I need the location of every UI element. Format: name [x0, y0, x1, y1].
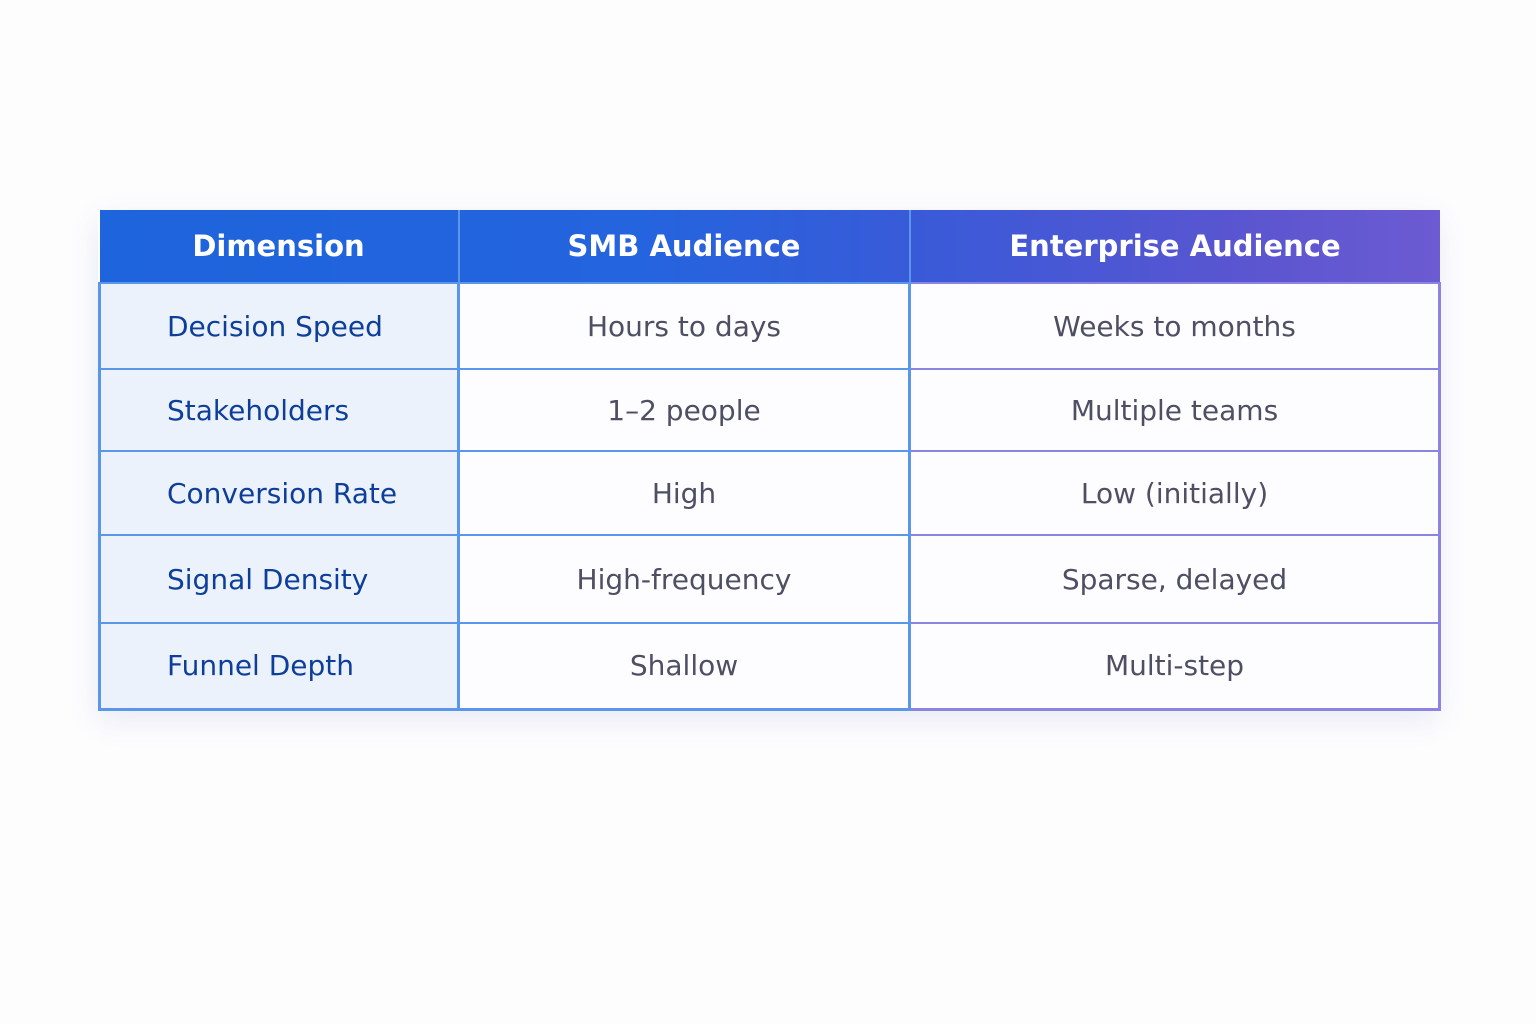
table-row: Signal Density High-frequency Sparse, de…: [98, 534, 1441, 623]
enterprise-cell: Weeks to months: [909, 282, 1441, 369]
enterprise-cell: Multiple teams: [909, 368, 1441, 451]
dimension-cell: Funnel Depth: [98, 622, 460, 711]
table-row: Conversion Rate High Low (initially): [98, 450, 1441, 535]
header-dimension: Dimension: [192, 229, 365, 263]
table-row: Decision Speed Hours to days Weeks to mo…: [98, 282, 1441, 369]
header-enterprise-audience: Enterprise Audience: [908, 210, 1440, 283]
enterprise-cell: Sparse, delayed: [909, 534, 1441, 623]
smb-cell: High-frequency: [458, 534, 911, 623]
dimension-cell: Signal Density: [98, 534, 460, 623]
smb-vs-enterprise-comparison-table: Dimension SMB Audience Enterprise Audien…: [98, 210, 1441, 711]
smb-cell: Shallow: [458, 622, 911, 711]
dimension-cell: Conversion Rate: [98, 450, 460, 535]
enterprise-cell: Multi-step: [909, 622, 1441, 711]
table-row: Stakeholders 1–2 people Multiple teams: [98, 368, 1441, 451]
table-row: Funnel Depth Shallow Multi-step: [98, 622, 1441, 711]
table-body: Decision Speed Hours to days Weeks to mo…: [98, 282, 1441, 711]
header-smb-audience: SMB Audience: [457, 210, 910, 283]
smb-cell: Hours to days: [458, 282, 911, 369]
smb-cell: 1–2 people: [458, 368, 911, 451]
dimension-cell: Stakeholders: [98, 368, 460, 451]
table-header: Dimension SMB Audience Enterprise Audien…: [99, 210, 1440, 283]
enterprise-cell: Low (initially): [909, 450, 1441, 535]
smb-cell: High: [458, 450, 911, 535]
header-row: Dimension SMB Audience Enterprise Audien…: [99, 210, 1440, 283]
dimension-cell: Decision Speed: [98, 282, 460, 369]
comparison-table-container: Dimension SMB Audience Enterprise Audien…: [98, 210, 1441, 711]
